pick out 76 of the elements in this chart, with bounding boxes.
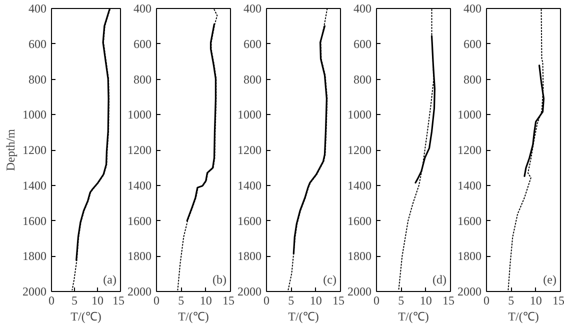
x-tick-label: 10 (310, 294, 322, 308)
x-tick-label: 15 (552, 294, 564, 308)
annotation: (d) (432, 272, 447, 286)
y-tick-label: 600 (134, 36, 152, 51)
y-tick-label: 2000 (128, 284, 152, 298)
x-tick-label: 15 (442, 294, 454, 308)
x-axis-title: T/(℃) (398, 310, 429, 324)
x-axis-title: T/(℃) (70, 310, 102, 324)
y-tick-label: 1200 (22, 143, 46, 157)
y-tick-label: 1600 (238, 214, 262, 228)
y-tick-label: 600 (28, 36, 46, 51)
x-tick-label: 0 (48, 294, 54, 308)
x-tick-label: 5 (178, 294, 184, 308)
y-tick-label: 1600 (22, 214, 46, 228)
annotation: (e) (543, 272, 557, 286)
y-tick-label: 400 (134, 2, 152, 16)
y-tick-label: 2000 (348, 284, 372, 298)
y-tick-label: 1400 (128, 178, 152, 192)
y-tick-label: 2000 (458, 284, 482, 298)
y-tick-label: 1800 (22, 249, 46, 264)
y-tick-label: 1200 (458, 143, 482, 157)
y-tick-label: 1000 (348, 108, 372, 122)
x-tick-label: 5 (288, 294, 294, 308)
x-axis-title: T/(℃) (288, 310, 319, 324)
y-tick-label: 400 (28, 2, 46, 16)
x-tick-label: 0 (154, 294, 160, 308)
y-tick-label: 400 (354, 2, 372, 16)
y-tick-label: 2000 (238, 284, 262, 298)
x-tick-label: 10 (200, 294, 212, 308)
y-tick-label: 800 (28, 72, 46, 86)
x-axis-title: T/(℃) (508, 310, 539, 324)
x-tick-label: 15 (222, 294, 234, 308)
x-tick-label: 0 (374, 294, 380, 308)
annotation: (c) (323, 272, 337, 286)
y-tick-label: 800 (134, 72, 152, 86)
annotation: (b) (212, 272, 227, 286)
y-tick-label: 1200 (238, 143, 262, 157)
y-tick-label: 1600 (128, 214, 152, 228)
y-tick-label: 1400 (22, 178, 46, 192)
y-tick-label: 400 (244, 2, 262, 16)
x-tick-label: 15 (112, 294, 124, 308)
x-tick-label: 15 (332, 294, 344, 308)
y-tick-label: 1800 (238, 249, 262, 264)
x-tick-label: 10 (420, 294, 432, 308)
y-tick-label: 1800 (458, 249, 482, 264)
y-tick-label: 1600 (348, 214, 372, 228)
y-tick-label: 400 (464, 2, 482, 16)
y-tick-label: 600 (354, 36, 372, 51)
y-tick-label: 1400 (238, 178, 262, 192)
x-axis-title: T/(℃) (178, 310, 209, 324)
y-tick-label: 600 (464, 36, 482, 51)
y-tick-label: 800 (354, 72, 372, 86)
annotation: (a) (103, 272, 117, 286)
y-tick-label: 1200 (348, 143, 372, 157)
y-tick-label: 1000 (238, 108, 262, 122)
y-tick-label: 600 (244, 36, 262, 51)
y-tick-label: 1200 (128, 143, 152, 157)
y-tick-label: 1400 (348, 178, 372, 192)
x-tick-label: 5 (72, 294, 78, 308)
x-tick-label: 5 (508, 294, 514, 308)
y-tick-label: 1800 (128, 249, 152, 264)
y-tick-label: 1000 (128, 108, 152, 122)
y-tick-label: 1800 (348, 249, 372, 264)
x-tick-label: 0 (484, 294, 490, 308)
y-tick-label: 1000 (22, 108, 46, 122)
x-tick-label: 10 (92, 294, 104, 308)
y-tick-label: 1600 (458, 214, 482, 228)
x-tick-label: 10 (530, 294, 542, 308)
y-tick-label: 2000 (22, 284, 46, 298)
y-tick-label: 800 (244, 72, 262, 86)
x-tick-label: 0 (264, 294, 270, 308)
y-tick-label: 800 (464, 72, 482, 86)
y-axis-title: Depth/m (4, 128, 18, 171)
y-tick-label: 1000 (458, 108, 482, 122)
x-tick-label: 5 (398, 294, 404, 308)
y-tick-label: 1400 (458, 178, 482, 192)
